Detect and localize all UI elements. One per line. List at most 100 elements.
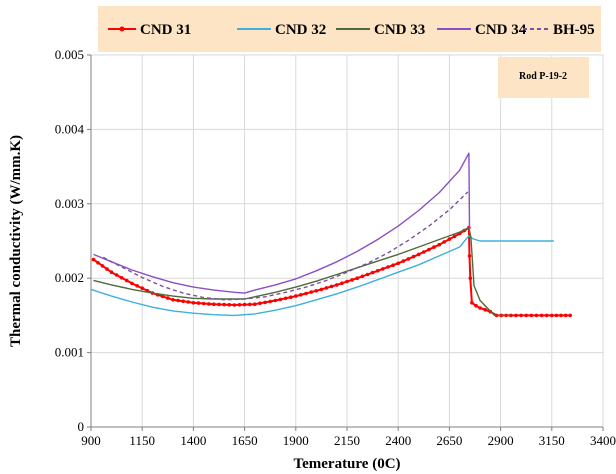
data-point — [212, 302, 216, 307]
y-axis-title: Thermal conductivity (W/mm.K) — [8, 135, 24, 347]
data-point — [422, 250, 426, 254]
data-point — [340, 281, 344, 286]
data-point — [309, 290, 314, 294]
data-point — [242, 302, 247, 307]
legend-label: BH-95 — [553, 22, 595, 38]
data-point — [568, 313, 572, 318]
data-point — [263, 300, 267, 305]
annotation-label: Rod P-19-2 — [519, 71, 567, 82]
data-point — [442, 240, 447, 244]
data-point — [100, 264, 105, 268]
legend-label: CND 32 — [275, 22, 326, 38]
series-cnd-31 — [91, 225, 572, 318]
series-line-bh-95 — [102, 191, 469, 301]
data-point — [470, 301, 474, 305]
annotation-box: Rod P-19-2 — [498, 57, 589, 98]
data-point — [345, 279, 349, 284]
data-point — [217, 302, 221, 307]
series-line-cnd-34 — [93, 152, 471, 294]
data-point — [114, 273, 119, 277]
data-point — [273, 298, 278, 303]
x-tick-label: 1400 — [180, 433, 206, 448]
data-point — [381, 267, 385, 271]
data-point — [350, 278, 354, 282]
data-point — [335, 283, 339, 287]
series-cnd-34 — [93, 152, 471, 294]
data-point — [468, 276, 473, 281]
x-tick-label: 2650 — [436, 433, 462, 448]
legend-entry-cnd-32: CND 32 — [237, 22, 326, 38]
x-tick-label: 2900 — [488, 433, 514, 448]
x-tick-label: 2400 — [385, 433, 411, 448]
data-point — [524, 313, 528, 318]
data-point — [130, 281, 134, 286]
data-point — [474, 303, 478, 308]
data-point — [411, 254, 416, 259]
legend-label: CND 31 — [140, 22, 191, 38]
x-tick-label: 1900 — [283, 433, 309, 448]
data-point — [160, 294, 165, 299]
data-point — [232, 303, 237, 307]
data-point — [258, 301, 262, 306]
data-point — [391, 263, 395, 268]
data-point — [222, 302, 226, 307]
series-cnd-32 — [90, 235, 554, 317]
data-point — [247, 302, 252, 307]
data-point — [324, 286, 329, 290]
x-tick-label: 900 — [81, 433, 101, 448]
data-point — [329, 284, 334, 289]
data-point — [299, 293, 303, 297]
data-point — [283, 296, 288, 301]
legend-entry-cnd-34: CND 34 — [437, 22, 527, 38]
grid — [87, 54, 604, 431]
legend-marker — [119, 26, 125, 32]
data-point — [467, 254, 472, 258]
data-point — [109, 270, 114, 275]
legend-entry-cnd-33: CND 33 — [336, 22, 425, 38]
data-point — [483, 308, 488, 312]
data-point — [370, 270, 375, 275]
data-point — [355, 276, 360, 281]
data-point — [437, 242, 442, 247]
y-tick-labels: 0 0.001 0.002 0.003 0.004 0.005 — [55, 47, 85, 434]
data-point — [181, 299, 185, 304]
series-line-cnd-33 — [93, 226, 511, 317]
data-point — [288, 295, 293, 300]
data-point — [186, 300, 191, 304]
data-point — [119, 276, 124, 280]
series-line-cnd-32 — [90, 235, 554, 317]
legend: CND 31 CND 32 CND 33 CND 34 BH-95 — [98, 6, 601, 52]
legend-label: CND 34 — [475, 22, 527, 38]
data-point — [253, 302, 257, 307]
data-point — [529, 313, 534, 318]
series — [90, 152, 572, 318]
data-point — [550, 313, 554, 318]
data-point — [314, 289, 319, 293]
data-point — [427, 247, 431, 252]
data-point — [105, 267, 109, 271]
x-tick-label: 1150 — [129, 433, 155, 448]
data-point — [125, 278, 129, 283]
x-tick-label: 2150 — [334, 433, 360, 448]
data-point — [96, 261, 100, 265]
x-tick-labels: 900 1150 1400 1650 1900 2150 2400 2650 2900 3150 3… — [81, 433, 616, 448]
y-tick-label: 0.002 — [55, 270, 84, 285]
data-point — [319, 287, 324, 292]
data-point — [140, 286, 144, 291]
data-point — [514, 313, 518, 318]
data-point — [135, 284, 139, 288]
x-tick-label: 3150 — [539, 433, 565, 448]
data-point — [207, 302, 211, 306]
y-tick-label: 0.005 — [55, 47, 84, 62]
data-point — [406, 257, 411, 261]
legend-label: CND 33 — [374, 22, 425, 38]
data-point — [365, 272, 370, 277]
data-point — [478, 306, 482, 310]
y-tick-label: 0.003 — [55, 196, 84, 211]
data-point — [360, 274, 365, 279]
data-point — [452, 234, 457, 239]
data-point — [304, 291, 308, 296]
data-point — [191, 301, 196, 305]
data-point — [386, 265, 390, 269]
data-point — [201, 301, 206, 306]
